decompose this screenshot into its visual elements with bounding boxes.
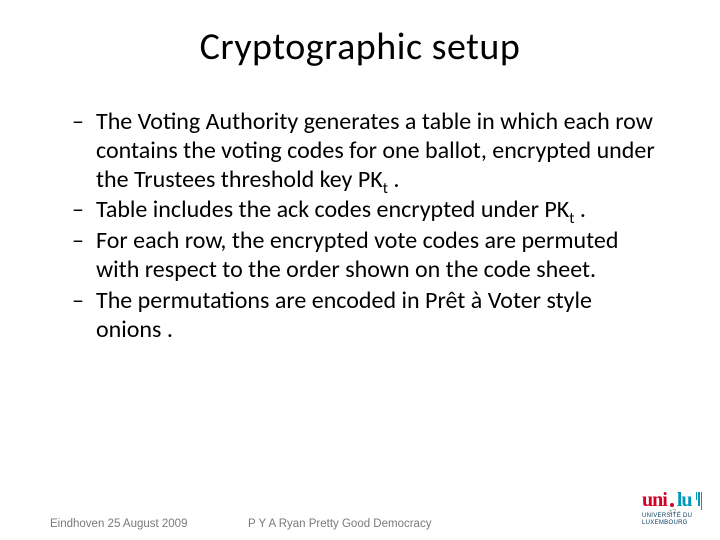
bullet-item: Table includes the ack codes encrypted u… xyxy=(72,196,660,225)
slide: Cryptographic setup The Voting Authority… xyxy=(0,0,720,540)
logo-text-uni: uni xyxy=(642,489,667,512)
university-logo: uni lu UNIVERSITÉ DULUXEMBOURG xyxy=(642,489,702,526)
bullet-item: For each row, the encrypted vote codes a… xyxy=(72,227,660,285)
bullet-item: The Voting Authority generates a table i… xyxy=(72,108,660,194)
footer-author: P Y A Ryan Pretty Good Democracy xyxy=(248,518,431,530)
logo-wordmark: uni lu xyxy=(642,489,702,512)
bullet-list: The Voting Authority generates a table i… xyxy=(60,108,660,344)
logo-subtitle: UNIVERSITÉ DULUXEMBOURG xyxy=(642,513,702,526)
logo-bars-icon xyxy=(696,492,703,510)
bullet-item: The permutations are encoded in Prêt à V… xyxy=(72,287,660,345)
slide-title: Cryptographic setup xyxy=(60,24,660,70)
logo-dot-icon xyxy=(670,503,674,507)
footer-date: Eindhoven 25 August 2009 xyxy=(50,518,187,530)
logo-text-lu: lu xyxy=(677,489,692,512)
